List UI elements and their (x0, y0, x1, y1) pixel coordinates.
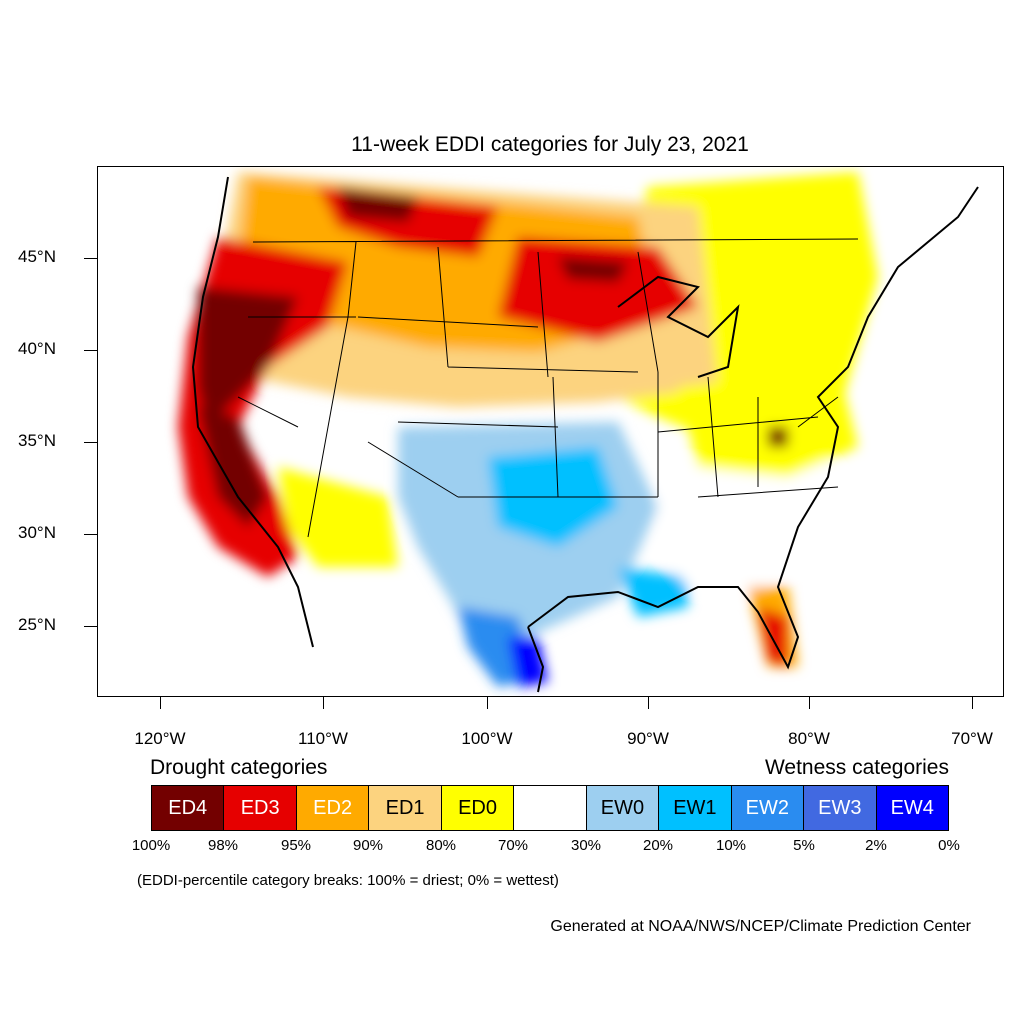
drought-heading: Drought categories (150, 756, 328, 779)
break-label: 5% (793, 837, 815, 854)
lon-tick (323, 697, 324, 709)
credit-line: Generated at NOAA/NWS/NCEP/Climate Predi… (550, 918, 971, 935)
legend-swatch-ew4: EW4 (876, 786, 948, 830)
eddi-map (97, 166, 1004, 697)
breaks-note: (EDDI-percentile category breaks: 100% =… (137, 872, 559, 889)
legend-swatch-normal (514, 786, 587, 830)
legend-swatch-ew0: EW0 (586, 786, 660, 830)
break-label: 90% (352, 837, 384, 854)
break-label: 20% (642, 837, 674, 854)
map-title: 11-week EDDI categories for July 23, 202… (351, 133, 749, 156)
lat-label: 30°N (18, 523, 56, 542)
lon-tick (648, 697, 649, 709)
lon-label: 90°W (627, 729, 669, 748)
lat-tick (84, 258, 97, 259)
lon-tick (972, 697, 973, 709)
lat-tick (84, 534, 97, 535)
legend-bar: ED4 ED3 ED2 ED1 ED0 EW0 EW1 EW2 EW3 EW4 (151, 785, 949, 831)
lat-label: 40°N (18, 339, 56, 358)
break-label: 10% (715, 837, 747, 854)
legend-swatch-ew2: EW2 (731, 786, 805, 830)
lon-tick (809, 697, 810, 709)
lat-label: 25°N (18, 615, 56, 634)
break-label: 2% (865, 837, 887, 854)
legend-swatch-ed3: ED3 (224, 786, 297, 830)
lat-tick (84, 626, 97, 627)
break-label: 70% (497, 837, 529, 854)
lat-label: 45°N (18, 247, 56, 266)
break-label: 100% (131, 837, 171, 854)
legend-swatch-ew1: EW1 (659, 786, 732, 830)
lon-tick (160, 697, 161, 709)
break-label: 98% (207, 837, 239, 854)
lat-tick (84, 442, 97, 443)
legend-swatch-ew3: EW3 (804, 786, 877, 830)
legend-swatch-ed4: ED4 (152, 786, 225, 830)
map-graphic (178, 172, 979, 693)
lon-label: 100°W (461, 729, 513, 748)
break-label: 95% (280, 837, 312, 854)
break-label: 0% (938, 837, 960, 854)
lat-label: 35°N (18, 431, 56, 450)
lon-label: 70°W (951, 729, 993, 748)
lon-label: 110°W (298, 729, 348, 748)
legend-swatch-ed0: ED0 (441, 786, 515, 830)
eddi-field (178, 172, 878, 687)
break-label: 80% (425, 837, 457, 854)
coastlines (191, 176, 979, 693)
lon-label: 80°W (788, 729, 830, 748)
break-label: 30% (570, 837, 602, 854)
wetness-heading: Wetness categories (764, 756, 949, 779)
legend-swatch-ed2: ED2 (296, 786, 370, 830)
legend-swatch-ed1: ED1 (369, 786, 442, 830)
lon-label: 120°W (134, 729, 186, 748)
lat-tick (84, 350, 97, 351)
lon-tick (487, 697, 488, 709)
boundaries (237, 238, 859, 538)
